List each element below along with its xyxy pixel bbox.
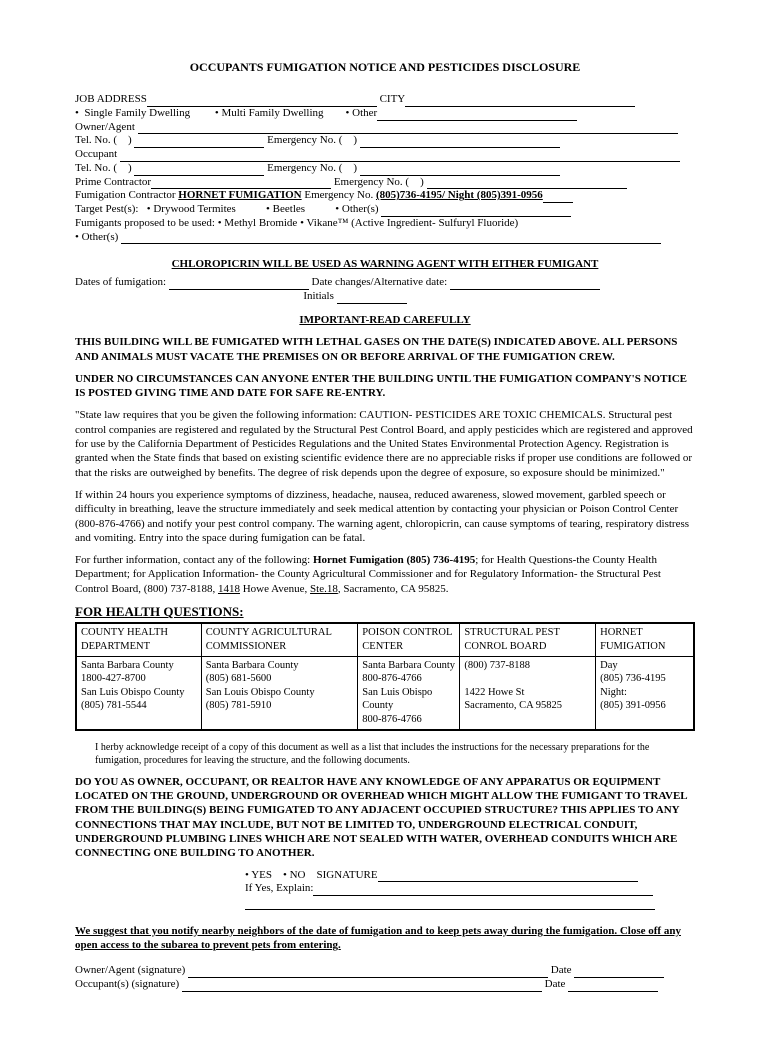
chloropicrin-warning: CHLOROPICRIN WILL BE USED AS WARNING AGE… [75, 258, 695, 272]
fumigants-line: Fumigants proposed to be used: • Methyl … [75, 217, 695, 231]
city-label: CITY [380, 93, 406, 105]
no-label: NO [290, 869, 306, 881]
important-heading: IMPORTANT-READ CAREFULLY [75, 314, 695, 328]
single-family-label: Single Family Dwelling [84, 107, 190, 119]
owner-tel-line: Tel. No. ( ) Emergency No. ( ) [75, 134, 695, 148]
col-ag-commissioner: COUNTY AGRICULTURAL COMMISSIONER [201, 623, 358, 656]
further-pre: For further information, contact any of … [75, 554, 313, 566]
dates-label: Dates of fumigation: [75, 276, 166, 288]
cell-ag-commissioner: Santa Barbara County (805) 681-5600 San … [201, 656, 358, 730]
fumigant1-label: Methyl Bromide [224, 217, 297, 229]
target-pests-label: Target Pest(s): [75, 203, 139, 215]
owner-signature-line: Owner/Agent (signature) Date [75, 964, 695, 978]
owner-sig-label: Owner/Agent (signature) [75, 964, 185, 976]
emergency-no-label: Emergency No. [267, 134, 336, 146]
yes-label: YES [251, 869, 272, 881]
fumigation-contractor-line: Fumigation Contractor HORNET FUMIGATION … [75, 189, 695, 203]
termites-label: Drywood Termites [153, 203, 235, 215]
table-header-row: COUNTY HEALTH DEPARTMENT COUNTY AGRICULT… [76, 623, 694, 656]
date-label-2: Date [545, 978, 566, 990]
apparatus-question: DO YOU AS OWNER, OCCUPANT, OR REALTOR HA… [75, 775, 695, 861]
date-label-1: Date [551, 964, 572, 976]
health-contacts-table: COUNTY HEALTH DEPARTMENT COUNTY AGRICULT… [75, 622, 695, 730]
hornet-phone: Hornet Fumigation (805) 736-4195 [313, 554, 475, 566]
tel-no-label: Tel. No. [75, 134, 111, 146]
table-data-row: Santa Barbara County 1800-427-8700 San L… [76, 656, 694, 730]
prime-contractor-label: Prime Contractor [75, 176, 151, 188]
fumigation-contractor-label: Fumigation Contractor [75, 189, 176, 201]
neighbor-suggestion: We suggest that you notify nearby neighb… [75, 924, 695, 953]
further-info-text: For further information, contact any of … [75, 553, 695, 596]
initials-label: Initials [303, 290, 334, 302]
dwelling-line: • Single Family Dwelling • Multi Family … [75, 107, 695, 121]
occupant-sig-label: Occupant(s) (signature) [75, 978, 179, 990]
others-label: Other(s) [82, 231, 119, 243]
no-entry-warning: UNDER NO CIRCUMSTANCES CAN ANYONE ENTER … [75, 372, 695, 401]
other-dwelling-label: Other [352, 107, 377, 119]
others-line: • Other(s) [75, 231, 695, 245]
symptoms-text: If within 24 hours you experience sympto… [75, 488, 695, 545]
occupant-label: Occupant [75, 148, 117, 160]
target-pests-line: Target Pest(s): • Drywood Termites • Bee… [75, 203, 695, 217]
owner-agent-label: Owner/Agent [75, 121, 135, 133]
col-county-health: COUNTY HEALTH DEPARTMENT [76, 623, 201, 656]
acknowledge-text: I herby acknowledge receipt of a copy of… [95, 741, 695, 767]
explain-line: If Yes, Explain: [75, 882, 695, 896]
addr-mid: Howe Avenue, [240, 583, 310, 595]
lethal-gases-warning: THIS BUILDING WILL BE FUMIGATED WITH LET… [75, 335, 695, 364]
col-hornet: HORNET FUMIGATION [596, 623, 694, 656]
occupant-signature-line: Occupant(s) (signature) Date [75, 978, 695, 992]
multi-family-label: Multi Family Dwelling [221, 107, 323, 119]
col-poison-control: POISON CONTROL CENTER [358, 623, 460, 656]
owner-agent-line: Owner/Agent [75, 121, 695, 135]
occupant-tel-line: Tel. No. ( ) Emergency No. ( ) [75, 162, 695, 176]
cell-county-health: Santa Barbara County 1800-427-8700 San L… [76, 656, 201, 730]
emergency-no-label-3: Emergency No. [334, 176, 403, 188]
addr-end: , Sacramento, CA 95825. [338, 583, 449, 595]
fumigants-label: Fumigants proposed to be used: [75, 217, 215, 229]
explain-line-2 [75, 896, 695, 910]
alt-dates-label: Date changes/Alternative date: [312, 276, 448, 288]
pest-others-label: Other(s) [342, 203, 379, 215]
fumigation-contractor-name: HORNET FUMIGATION [178, 189, 301, 201]
col-pest-board: STRUCTURAL PEST CONROL BOARD [460, 623, 596, 656]
emergency-no-label-4: Emergency No. [304, 189, 373, 201]
signature-label: SIGNATURE [316, 869, 377, 881]
job-address-line: JOB ADDRESS CITY [75, 93, 695, 107]
addr-1418: 1418 [218, 583, 240, 595]
addr-ste: Ste.18 [310, 583, 338, 595]
document-title: OCCUPANTS FUMIGATION NOTICE AND PESTICID… [75, 60, 695, 75]
health-questions-heading: FOR HEALTH QUESTIONS: [75, 604, 695, 620]
tel-no-label-2: Tel. No. [75, 162, 111, 174]
fumigant2-label: Vikane™ (Active Ingredient- Sulfuryl Flu… [306, 217, 518, 229]
emergency-no-label-2: Emergency No. [267, 162, 336, 174]
fumigation-emergency-phone: (805)736-4195/ Night (805)391-0956 [376, 189, 543, 201]
state-law-text: "State law requires that you be given th… [75, 408, 695, 479]
yes-no-line: • YES • NO SIGNATURE [75, 869, 695, 883]
occupant-line: Occupant [75, 148, 695, 162]
beetles-label: Beetles [273, 203, 305, 215]
cell-poison-control: Santa Barbara County 800-876-4766 San Lu… [358, 656, 460, 730]
initials-line: Initials [75, 290, 695, 304]
fumigation-dates-line: Dates of fumigation: Date changes/Altern… [75, 276, 695, 290]
job-address-label: JOB ADDRESS [75, 93, 147, 105]
cell-hornet: Day (805) 736-4195 Night: (805) 391-0956 [596, 656, 694, 730]
if-yes-label: If Yes, Explain: [245, 882, 313, 894]
prime-contractor-line: Prime Contractor Emergency No. ( ) [75, 176, 695, 190]
cell-pest-board: (800) 737-8188 1422 Howe St Sacramento, … [460, 656, 596, 730]
